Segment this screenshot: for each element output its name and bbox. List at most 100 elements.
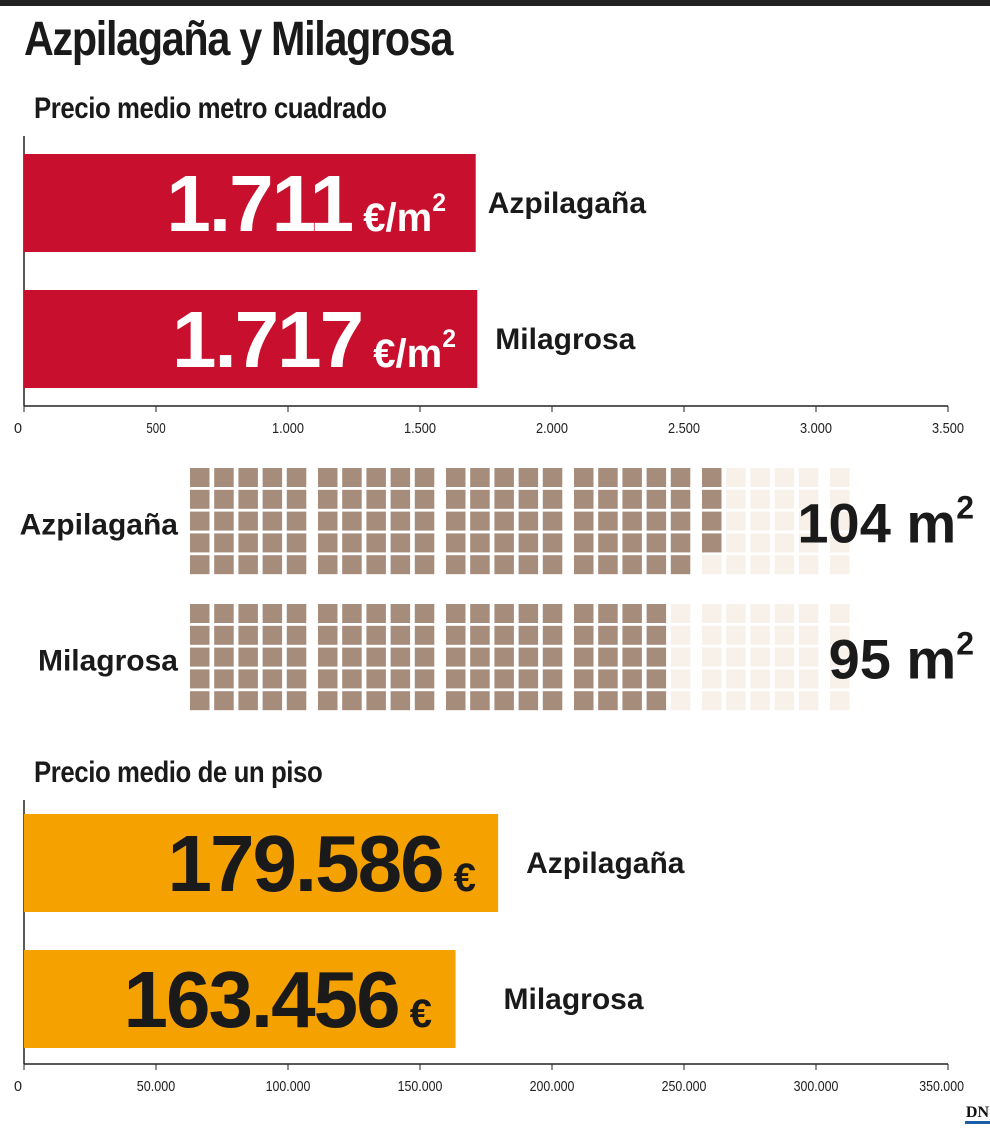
- waffle-square-filled: [390, 555, 411, 575]
- waffle-square-filled: [646, 468, 667, 487]
- waffle-square-filled: [214, 555, 234, 575]
- waffle-square-filled: [238, 647, 258, 667]
- waffle-square-filled: [286, 604, 307, 623]
- waffle-square-filled: [238, 669, 258, 689]
- x-tick-label: 150.000: [398, 1078, 443, 1095]
- waffle-square-filled: [318, 533, 338, 553]
- waffle-square-filled: [366, 533, 386, 553]
- waffle-square-filled: [494, 669, 514, 689]
- waffle-square-filled: [622, 604, 642, 623]
- waffle-square-empty: [670, 604, 691, 623]
- waffle-square-empty: [774, 468, 795, 487]
- waffle-square-filled: [238, 468, 258, 487]
- waffle-square-filled: [542, 533, 563, 553]
- waffle-square-filled: [414, 669, 435, 689]
- waffle-square-empty: [750, 511, 770, 531]
- x-tick-label: 2.000: [536, 420, 568, 437]
- waffle-square-filled: [598, 489, 618, 509]
- waffle-square-filled: [342, 555, 362, 575]
- waffle-square-filled: [670, 533, 691, 553]
- waffle-square-filled: [598, 604, 618, 623]
- waffle-square-filled: [286, 691, 307, 711]
- waffle-value-label: 104 m2: [797, 490, 974, 555]
- waffle-square-filled: [366, 604, 386, 623]
- waffle-category-label: Milagrosa: [38, 645, 178, 678]
- waffle-square-filled: [318, 691, 338, 711]
- waffle-square-filled: [238, 533, 258, 553]
- bar: [24, 290, 478, 388]
- waffle-square-filled: [262, 647, 283, 667]
- waffle-square-filled: [494, 468, 514, 487]
- waffle-square-filled: [414, 691, 435, 711]
- waffle-square-filled: [262, 533, 283, 553]
- waffle-square-filled: [518, 511, 539, 531]
- waffle-square-filled: [446, 511, 466, 531]
- waffle-square-filled: [702, 468, 722, 487]
- waffle-square-empty: [830, 669, 850, 689]
- surface-waffle-chart: Azpilagaña 104 m2 Milagrosa 95 m2: [20, 468, 974, 711]
- waffle-square-filled: [574, 468, 594, 487]
- bar-category-label: Milagrosa: [504, 983, 644, 1016]
- x-tick-label: 2.500: [668, 420, 700, 437]
- waffle-square-filled: [646, 511, 667, 531]
- waffle-square-filled: [542, 555, 563, 575]
- waffle-square-filled: [342, 647, 362, 667]
- waffle-square-filled: [542, 625, 563, 645]
- waffle-square-filled: [574, 625, 594, 645]
- waffle-square-filled: [470, 555, 490, 575]
- waffle-square-empty: [750, 625, 770, 645]
- waffle-square-filled: [646, 604, 667, 623]
- waffle-square-empty: [670, 647, 691, 667]
- waffle-square-empty: [726, 691, 746, 711]
- waffle-square-empty: [830, 489, 850, 509]
- waffle-square-filled: [702, 489, 722, 509]
- waffle-square-filled: [414, 468, 435, 487]
- waffle-square-filled: [342, 691, 362, 711]
- waffle-square-filled: [470, 489, 490, 509]
- waffle-square-empty: [726, 647, 746, 667]
- waffle-square-filled: [518, 669, 539, 689]
- x-tick-label: 500: [146, 420, 165, 437]
- waffle-square-filled: [670, 489, 691, 509]
- waffle-square-filled: [342, 604, 362, 623]
- waffle-square-filled: [262, 669, 283, 689]
- waffle-square-empty: [798, 489, 819, 509]
- waffle-square-filled: [598, 669, 618, 689]
- waffle-square-filled: [238, 625, 258, 645]
- waffle-square-filled: [518, 468, 539, 487]
- waffle-square-filled: [366, 691, 386, 711]
- waffle-square-filled: [494, 511, 514, 531]
- x-tick-label: 0: [14, 420, 22, 437]
- waffle-square-filled: [318, 669, 338, 689]
- waffle-square-filled: [542, 511, 563, 531]
- waffle-square-filled: [390, 511, 411, 531]
- waffle-square-empty: [798, 511, 819, 531]
- waffle-square-filled: [518, 647, 539, 667]
- waffle-square-filled: [214, 489, 234, 509]
- waffle-square-filled: [262, 691, 283, 711]
- bar-value-label: 1.717 €/m2: [172, 295, 456, 384]
- waffle-square-empty: [726, 625, 746, 645]
- waffle-square-filled: [646, 625, 667, 645]
- waffle-square-filled: [542, 669, 563, 689]
- waffle-square-empty: [774, 604, 795, 623]
- waffle-square-filled: [622, 533, 642, 553]
- waffle-square-filled: [286, 489, 307, 509]
- flat-price-chart: 0 50.000 100.000 150.000 200.000 250.000 300.0…: [14, 800, 964, 1095]
- waffle-square-filled: [414, 604, 435, 623]
- waffle-square-filled: [574, 691, 594, 711]
- waffle-square-empty: [798, 604, 819, 623]
- waffle-category-label: Azpilagaña: [20, 509, 179, 542]
- waffle-square-empty: [750, 468, 770, 487]
- waffle-square-empty: [774, 489, 795, 509]
- x-tick-label: 1.000: [272, 420, 304, 437]
- waffle-square-filled: [574, 555, 594, 575]
- waffle-square-filled: [414, 555, 435, 575]
- waffle-square-empty: [670, 691, 691, 711]
- waffle-square-empty: [726, 669, 746, 689]
- waffle-square-filled: [286, 511, 307, 531]
- waffle-square-empty: [702, 691, 722, 711]
- waffle-square-filled: [598, 468, 618, 487]
- waffle-square-filled: [446, 691, 466, 711]
- waffle-square-filled: [598, 511, 618, 531]
